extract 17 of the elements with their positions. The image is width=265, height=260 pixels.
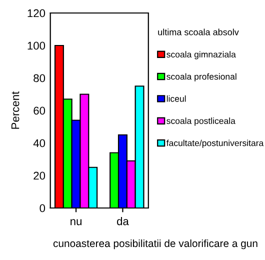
legend-label: scoala profesional: [166, 73, 236, 82]
x-tick-label: da: [117, 217, 129, 226]
legend-label: scoala postliceala: [166, 118, 236, 126]
legend-label: liceul: [166, 95, 186, 102]
y-tick-label: 120: [28, 9, 46, 18]
y-tick-label: 0: [40, 204, 46, 212]
legend-title: ultima scoala absolv: [158, 28, 239, 36]
y-axis-title: Percent: [11, 91, 20, 129]
y-tick-label: 80: [34, 74, 46, 82]
x-axis-title: cunoasterea posibilitatii de valorificare a gun: [53, 239, 258, 250]
legend-label: scoala gimnaziala: [166, 51, 236, 60]
legend-label: facultate/postuniversitara: [166, 140, 264, 148]
y-tick-label: 60: [34, 106, 46, 115]
y-tick-label: 40: [33, 139, 46, 148]
y-tick-label: 20: [34, 172, 46, 180]
x-tick-label: nu: [70, 219, 82, 226]
y-tick-label: 100: [28, 42, 46, 50]
